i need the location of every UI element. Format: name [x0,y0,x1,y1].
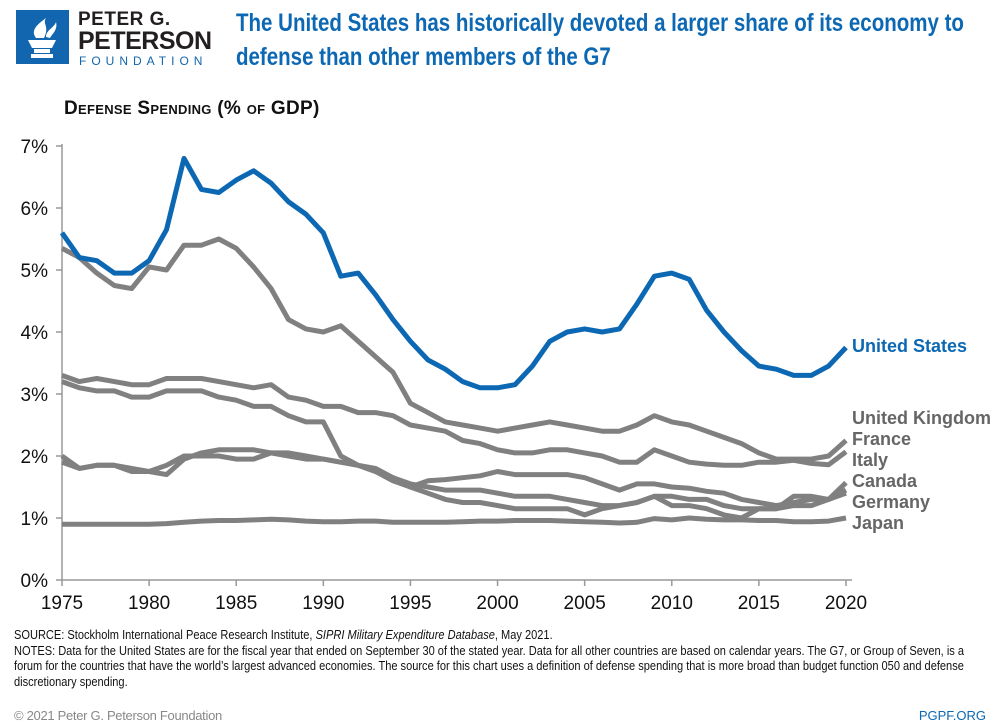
torch-icon [16,10,69,64]
series-label: Germany [852,492,930,512]
source-title: SIPRI Military Expenditure Database [315,627,495,642]
series-label: Italy [852,450,888,470]
series-label: United Kingdom [852,408,991,428]
x-tick-label: 2005 [564,593,606,614]
x-tick-label: 2015 [738,593,780,614]
series-label: Canada [852,471,918,491]
series-line-japan [62,515,847,527]
series-line-united-kingdom [60,236,848,462]
series-line-canada [61,447,848,521]
series-line-france [61,373,848,468]
x-tick-label: 1975 [41,593,83,614]
x-tick-label: 2020 [825,593,867,614]
x-tick-label: 1990 [302,593,344,614]
peterson-foundation-logo: PETER G. PETERSON FOUNDATION [16,10,216,68]
logo-line2: PETERSON [78,27,212,55]
y-tick-label: 4% [21,323,49,344]
website-link[interactable]: PGPF.ORG [918,708,986,723]
footer-notes: SOURCE: Stockholm International Peace Re… [14,627,979,689]
y-tick-label: 5% [21,261,49,282]
source-suffix: , May 2021. [494,627,553,642]
source-line: SOURCE: Stockholm International Peace Re… [14,627,979,643]
x-tick-label: 2000 [476,593,518,614]
series-label: Japan [852,513,904,533]
chart-headline: The United States has historically devot… [236,9,964,71]
copyright: © 2021 Peter G. Peterson Foundation [14,708,222,723]
y-tick-label: 0% [21,571,49,592]
series-line-united-states [59,155,848,391]
source-prefix: SOURCE: Stockholm International Peace Re… [14,627,316,642]
x-tick-label: 1995 [389,593,431,614]
y-tick-label: 2% [21,447,49,468]
notes-text: NOTES: Data for the United States are fo… [14,642,965,689]
logo-line1: PETER G. [78,9,171,30]
x-tick-label: 2010 [651,593,693,614]
x-tick-label: 1985 [215,593,257,614]
y-tick-label: 1% [21,509,49,530]
y-tick-label: 7% [21,137,49,158]
series-line-germany [61,379,847,512]
y-tick-label: 6% [21,199,49,220]
y-tick-label: 3% [21,385,49,406]
chart-title: Defense Spending (% of GDP) [64,98,320,119]
series-label: France [852,429,911,449]
logo-line3: FOUNDATION [79,54,208,68]
series-label: United States [852,336,967,356]
x-tick-label: 1980 [128,593,170,614]
